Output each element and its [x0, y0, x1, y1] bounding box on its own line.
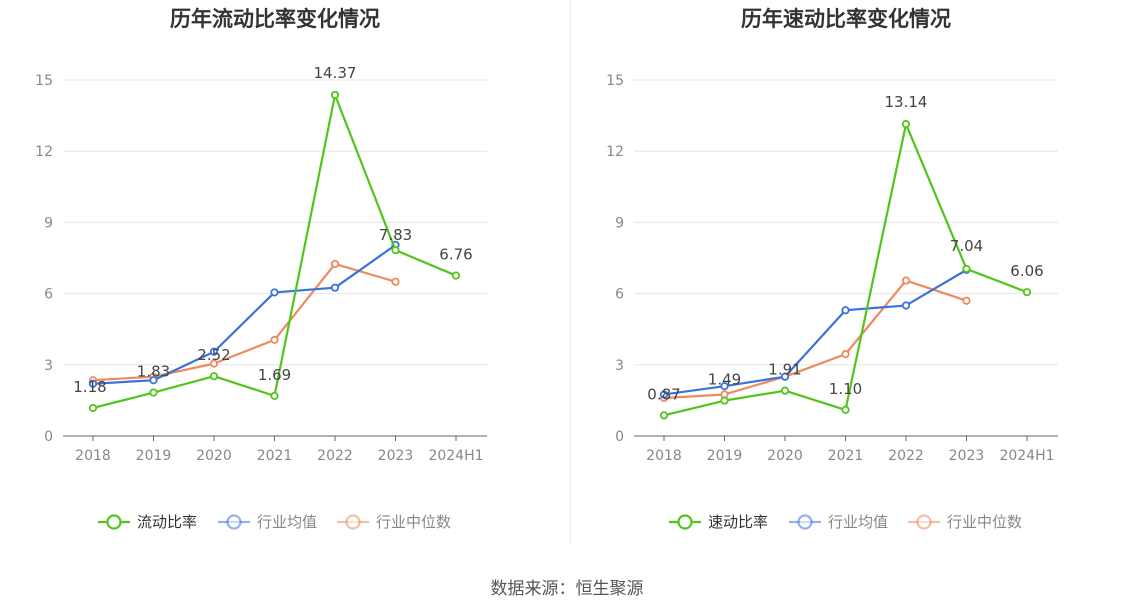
y-tick-label: 6 [44, 287, 53, 303]
data-point-0 [330, 90, 340, 100]
data-label: 2.52 [197, 346, 230, 364]
data-point-0 [451, 271, 461, 280]
legend-marker-icon [677, 514, 693, 530]
data-label: 6.76 [439, 246, 472, 264]
y-tick-label: 6 [615, 287, 624, 303]
x-tick-label: 2023 [949, 448, 985, 464]
data-point-1 [149, 376, 158, 385]
data-point-0 [391, 246, 400, 255]
data-point-0 [88, 403, 98, 413]
x-tick-label: 2022 [317, 448, 353, 464]
data-point-0 [780, 386, 790, 395]
legend-marker-icon [106, 514, 122, 530]
data-point-1 [659, 390, 669, 399]
legend-marker-icon [345, 514, 361, 530]
data-point-1 [780, 372, 790, 381]
data-point-2 [841, 350, 850, 359]
x-tick-label: 2019 [707, 448, 743, 464]
data-point-0 [659, 411, 669, 420]
y-tick-label: 9 [615, 215, 624, 231]
data-point-1 [88, 379, 98, 388]
data-label: 1.49 [708, 371, 741, 389]
x-tick-label: 2019 [136, 448, 172, 464]
data-source: 数据来源：恒生聚源 [490, 579, 644, 599]
x-tick-label: 2024H1 [999, 448, 1054, 464]
data-point-0 [962, 264, 971, 274]
series-line-2 [92, 262, 396, 382]
data-point-1 [330, 283, 340, 292]
data-point-1 [209, 347, 219, 356]
data-point-2 [391, 277, 400, 286]
data-point-1 [270, 288, 279, 297]
legend-marker-icon [226, 514, 242, 530]
data-point-1 [901, 301, 911, 310]
legend-label: 行业均值 [257, 513, 317, 531]
legend-marker-icon [797, 514, 813, 530]
data-label: 1.10 [829, 380, 862, 398]
series-line-1 [663, 268, 968, 396]
x-tick-label: 2023 [378, 448, 414, 464]
chart-title: 历年流动比率变化情况 [170, 7, 380, 31]
series-line-2 [663, 279, 967, 400]
x-tick-label: 2021 [257, 448, 293, 464]
current-ratio-chart: 历年流动比率变化情况 0 3 6 9 12 15 2018 2019 2020 2021 2022 20… [35, 7, 487, 531]
y-tick-label: 15 [606, 73, 624, 89]
data-point-1 [720, 382, 729, 391]
chart-divider [570, 0, 571, 545]
legend-label: 行业均值 [828, 513, 888, 531]
data-point-0 [1022, 288, 1032, 297]
data-point-0 [270, 391, 279, 400]
y-tick-label: 3 [615, 358, 624, 374]
data-point-2 [270, 335, 279, 344]
legend-label: 速动比率 [708, 513, 768, 531]
data-point-1 [841, 306, 850, 315]
y-tick-label: 0 [615, 429, 624, 445]
series-line-1 [92, 244, 397, 385]
data-point-0 [149, 388, 158, 397]
data-label: 0.87 [647, 385, 680, 403]
x-tick-label: 2024H1 [428, 448, 483, 464]
legend-label: 流动比率 [137, 513, 197, 531]
legend-marker-icon [916, 514, 932, 530]
y-tick-label: 0 [44, 429, 53, 445]
x-tick-label: 2018 [75, 448, 111, 464]
y-tick-label: 12 [35, 144, 53, 160]
data-label: 1.83 [137, 363, 170, 381]
x-tick-label: 2022 [888, 448, 924, 464]
data-label: 7.83 [379, 226, 412, 244]
data-point-0 [720, 396, 729, 405]
legend-label: 行业中位数 [947, 513, 1022, 531]
data-point-2 [330, 259, 340, 269]
data-label: 13.14 [885, 93, 928, 111]
x-tick-label: 2018 [646, 448, 682, 464]
y-tick-label: 12 [606, 144, 624, 160]
data-point-0 [901, 120, 911, 129]
x-tick-label: 2021 [828, 448, 864, 464]
data-point-0 [209, 372, 219, 381]
data-point-0 [841, 405, 850, 414]
data-label: 7.04 [950, 237, 983, 255]
chart-title: 历年速动比率变化情况 [741, 7, 951, 31]
series-line-0 [92, 93, 457, 410]
data-label: 1.18 [73, 378, 106, 396]
x-tick-label: 2020 [196, 448, 232, 464]
y-tick-label: 3 [44, 358, 53, 374]
data-label: 14.37 [314, 64, 357, 82]
data-point-2 [209, 359, 219, 368]
x-tick-label: 2020 [767, 448, 803, 464]
data-label: 1.69 [258, 366, 291, 384]
y-tick-label: 9 [44, 215, 53, 231]
data-label: 1.91 [768, 361, 801, 379]
y-tick-label: 15 [35, 73, 53, 89]
data-point-2 [901, 276, 911, 285]
legend-label: 行业中位数 [376, 513, 451, 531]
data-label: 6.06 [1010, 262, 1043, 280]
data-point-2 [962, 296, 971, 305]
quick-ratio-chart: 历年速动比率变化情况 0 3 6 9 12 15 2018 2019 2020 2021 2022 20… [606, 7, 1058, 531]
